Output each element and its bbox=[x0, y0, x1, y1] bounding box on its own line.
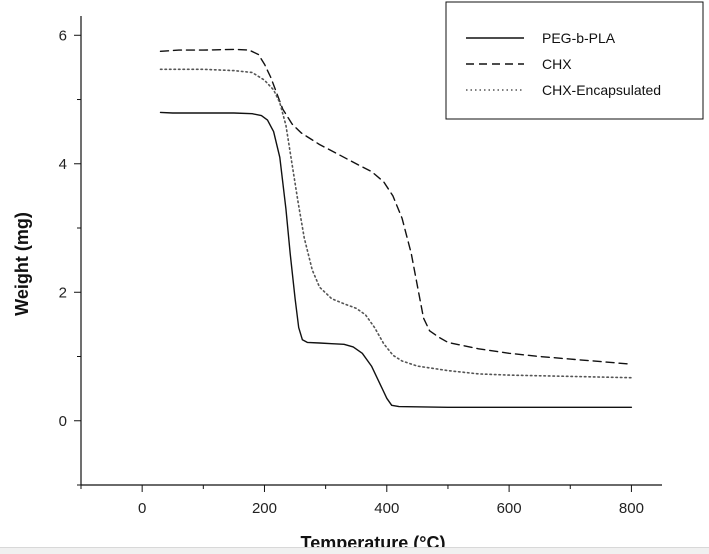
window-bottom-edge bbox=[0, 547, 709, 554]
y-tick-label: 0 bbox=[59, 413, 67, 430]
legend-label: CHX bbox=[542, 56, 572, 72]
y-axis-title: Weight (mg) bbox=[12, 212, 32, 316]
y-tick-label: 4 bbox=[59, 156, 67, 173]
y-tick-label: 2 bbox=[59, 284, 67, 301]
series-line-chx-encapsulated bbox=[159, 68, 633, 379]
series-line-chx bbox=[159, 48, 633, 365]
x-tick-label: 600 bbox=[497, 500, 522, 517]
series-layer bbox=[159, 48, 633, 408]
x-tick-label: 800 bbox=[619, 500, 644, 517]
legend: PEG-b-PLA CHX CHX-Encapsulated bbox=[445, 1, 704, 120]
x-tick-label: 400 bbox=[374, 500, 399, 517]
legend-label: CHX-Encapsulated bbox=[542, 82, 661, 98]
axes: 0 200 400 600 800 0 2 4 6 bbox=[59, 16, 662, 517]
legend-label: PEG-b-PLA bbox=[542, 30, 616, 46]
y-tick-label: 6 bbox=[59, 27, 67, 44]
series-line-peg-b-pla bbox=[159, 111, 633, 408]
x-tick-label: 200 bbox=[252, 500, 277, 517]
legend-box bbox=[445, 1, 704, 120]
x-tick-label: 0 bbox=[138, 500, 146, 517]
